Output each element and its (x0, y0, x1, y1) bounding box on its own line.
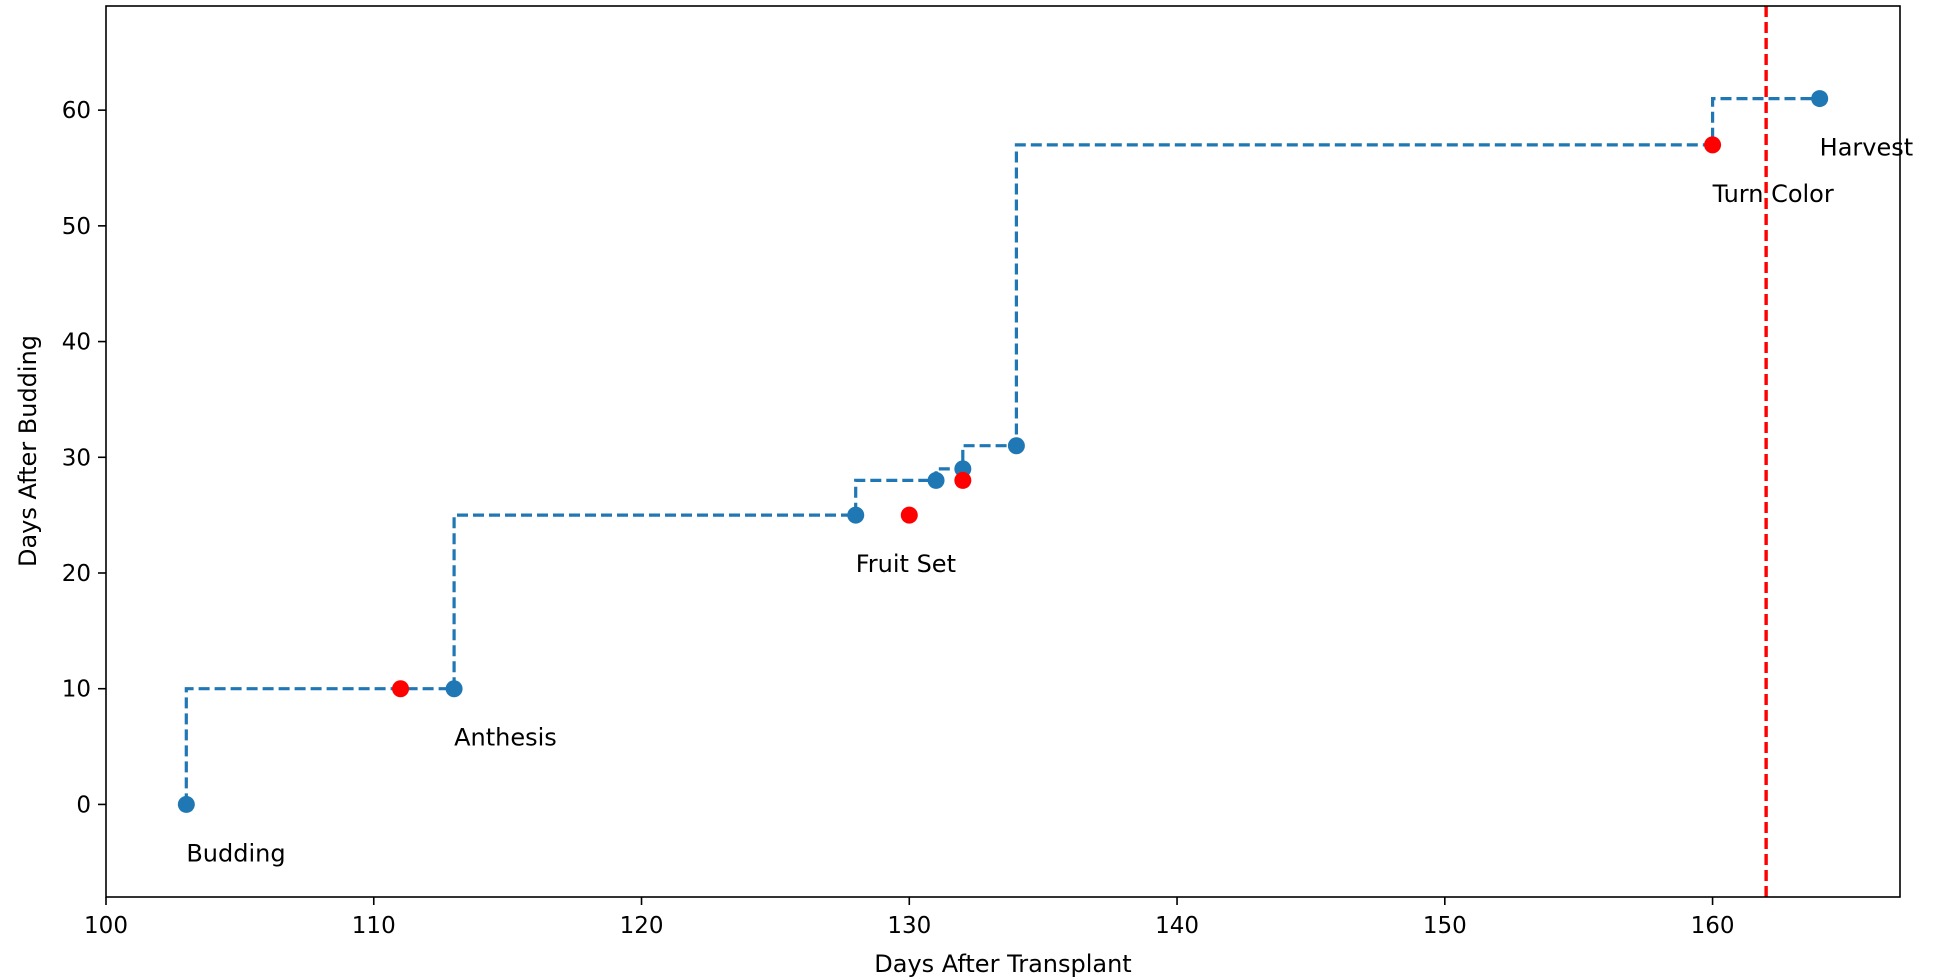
y-axis-label: Days After Budding (14, 335, 42, 567)
stage-point (177, 795, 195, 813)
plot-background (106, 6, 1900, 897)
annotation-label: Harvest (1820, 134, 1914, 162)
x-tick-label: 120 (620, 913, 664, 939)
x-tick-label: 150 (1423, 913, 1467, 939)
y-tick-label: 20 (62, 561, 91, 587)
y-tick-label: 50 (62, 214, 91, 240)
stage-point (1811, 90, 1829, 108)
y-tick-label: 40 (62, 330, 91, 356)
stage-point (445, 680, 463, 698)
x-tick-label: 110 (352, 913, 396, 939)
highlight-point (392, 680, 410, 698)
y-tick-label: 10 (62, 677, 91, 703)
series-layer (184, 6, 1820, 897)
annotation-label: Anthesis (454, 724, 557, 752)
x-tick-label: 160 (1691, 913, 1735, 939)
x-axis-label: Days After Transplant (874, 950, 1131, 978)
y-axis: 0 10 20 30 40 50 60 (62, 98, 106, 818)
x-axis: 100 110 120 130 140 150 160 (84, 897, 1735, 939)
marker-layer (177, 90, 1829, 813)
highlight-point (1704, 136, 1722, 154)
x-tick-label: 100 (84, 913, 128, 939)
highlight-point (900, 506, 918, 524)
highlight-point (954, 471, 972, 489)
y-tick-label: 0 (76, 792, 91, 818)
step-line (184, 97, 1820, 805)
x-tick-label: 130 (887, 913, 931, 939)
stage-point (927, 471, 945, 489)
x-tick-label: 140 (1155, 913, 1199, 939)
annotation-label: Budding (186, 839, 285, 867)
y-tick-label: 60 (62, 98, 91, 124)
annotation-label: Fruit Set (856, 550, 956, 578)
y-tick-label: 30 (62, 445, 91, 471)
plot-frame (105, 5, 1901, 898)
stage-point (847, 506, 865, 524)
stage-point (1007, 437, 1025, 455)
annotation-label: Turn Color (1712, 180, 1834, 208)
annotation-layer: Budding Anthesis Fruit Set Turn Color Harves… (186, 134, 1913, 868)
